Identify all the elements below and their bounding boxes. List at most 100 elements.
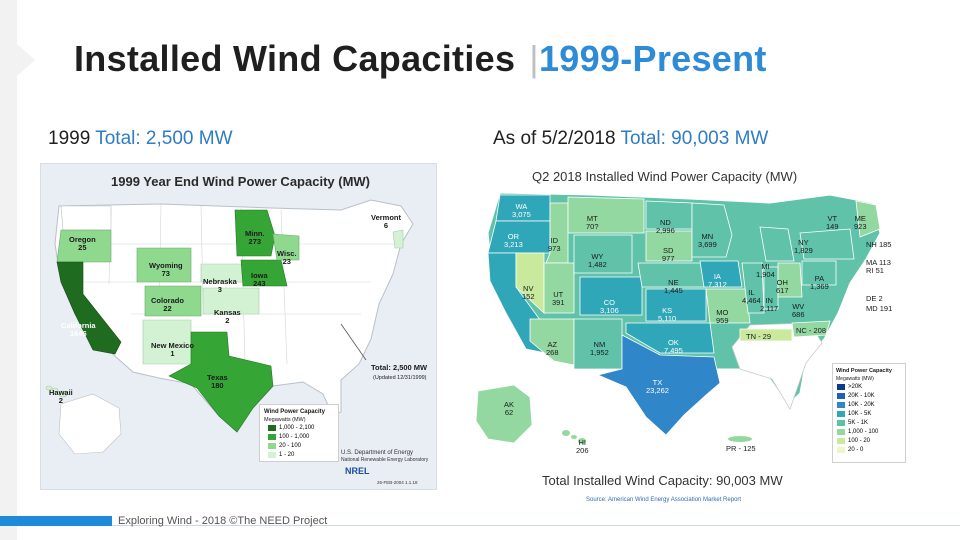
legend-2018-swatch-3 xyxy=(837,411,845,417)
state-wisconsin-1999 xyxy=(272,233,300,261)
label-ut: UT 391 xyxy=(552,290,565,307)
right-subtitle: As of 5/2/2018 Total: 90,003 MW xyxy=(493,128,768,150)
left-subtitle-total: Total: 2,500 MW xyxy=(95,128,233,149)
label-wa: WA 3,075 xyxy=(512,202,531,219)
label-nm: NM 1,952 xyxy=(590,340,609,357)
label-minnesota: Minn. 273 xyxy=(245,229,265,246)
state-texas-1999 xyxy=(168,331,274,433)
label-pr: PR - 125 xyxy=(726,444,756,453)
label-oh: OH 617 xyxy=(776,278,789,295)
legend-2018-swatch-4 xyxy=(837,420,845,426)
state-sd-2018 xyxy=(645,230,693,262)
map-2018: Q2 2018 Installed Wind Power Capacity (M… xyxy=(470,163,906,508)
legend-1999-swatch-1 xyxy=(268,434,276,440)
legend-2018-bin-4: 5K - 1K xyxy=(837,420,868,426)
label-newmexico: New Mexico 1 xyxy=(151,341,194,358)
label-hi: HI 206 xyxy=(576,438,589,455)
legend-1999: Wind Power Capacity Megawatts (MW) 1,000… xyxy=(259,404,339,462)
left-subtitle-prefix: 1999 xyxy=(48,128,91,149)
label-nh: NH 185 xyxy=(866,240,892,249)
label-in: IN 2,117 xyxy=(760,296,779,313)
state-mn-2018 xyxy=(691,202,733,258)
label-nv: NV 152 xyxy=(522,284,535,301)
label-vermont: Vermont 6 xyxy=(371,213,402,230)
state-colorado-1999 xyxy=(144,285,202,317)
label-id: ID 973 xyxy=(548,236,561,253)
nrel-logo: NREL xyxy=(345,466,370,476)
total-1999: Total: 2,500 MW xyxy=(371,363,428,372)
map-2018-graphic xyxy=(475,192,881,444)
total-2018: Total Installed Wind Capacity: 90,003 MW xyxy=(542,473,783,488)
label-sd: SD 977 xyxy=(662,246,675,263)
state-ut-2018 xyxy=(543,262,575,314)
state-iowa-1999 xyxy=(240,259,288,287)
legend-2018-swatch-6 xyxy=(837,438,845,444)
left-notch-arrow xyxy=(17,44,35,76)
map-1999-graphic xyxy=(45,199,414,455)
left-decorative-band xyxy=(0,0,17,540)
state-hawaii-1999 xyxy=(45,385,68,398)
state-minnesota-1999 xyxy=(234,209,276,257)
label-mi: MI 1,904 xyxy=(756,262,775,279)
legend-1999-swatch-0 xyxy=(268,425,276,431)
label-me: ME 923 xyxy=(854,214,867,231)
state-il-2018 xyxy=(741,262,765,314)
state-oregon-1999 xyxy=(56,229,112,263)
label-iowa: Iowa 243 xyxy=(251,271,268,288)
title-separator: | xyxy=(529,38,539,79)
state-ny-2018 xyxy=(799,228,855,260)
label-vt: VT 149 xyxy=(826,214,839,231)
title-main: Installed Wind Capacities xyxy=(74,38,516,79)
label-ca: CA 5,668 xyxy=(494,314,513,331)
total-arrow-1999 xyxy=(340,323,367,361)
label-pa: PA 1,369 xyxy=(810,274,829,291)
legend-2018-swatch-2 xyxy=(837,402,845,408)
label-wisconsin: Wisc. 23 xyxy=(277,249,297,266)
map-2018-title: Q2 2018 Installed Wind Power Capacity (M… xyxy=(532,169,798,184)
label-ks: KS 5,110 xyxy=(658,306,677,323)
credit-nrel: National Renewable Energy Laboratory xyxy=(341,457,429,463)
state-in-2018 xyxy=(763,266,779,310)
state-ak-2018 xyxy=(475,384,533,444)
label-ri: RI 51 xyxy=(866,266,884,275)
label-il: IL 4,464 xyxy=(742,288,761,305)
legend-2018-title: Wind Power Capacity xyxy=(836,368,892,374)
left-subtitle: 1999 Total: 2,500 MW xyxy=(48,128,233,150)
state-ia-2018 xyxy=(699,260,743,288)
label-oregon: Oregon 25 xyxy=(69,235,96,252)
state-hi-2018 xyxy=(562,430,586,444)
label-california: California 1646 xyxy=(61,321,96,338)
state-wy-2018 xyxy=(573,234,633,274)
source-2018: Source: American Wind Energy Association… xyxy=(586,497,742,503)
label-mo: MO 959 xyxy=(716,308,729,325)
label-hawaii: Hawaii 2 xyxy=(49,388,73,405)
state-california-1999 xyxy=(56,261,122,355)
legend-1999-bin-3: 1 - 20 xyxy=(268,452,294,458)
legend-1999-swatch-2 xyxy=(268,443,276,449)
slide-title: Installed Wind Capacities |1999-Present xyxy=(74,38,767,80)
state-wyoming-1999 xyxy=(136,247,192,283)
legend-1999-bin-1: 100 - 1,000 xyxy=(268,434,309,440)
label-nc: NC - 208 xyxy=(796,326,827,335)
label-nd: ND 2,996 xyxy=(656,218,675,235)
label-texas: Texas 180 xyxy=(207,373,228,390)
state-kansas-1999 xyxy=(202,287,260,315)
legend-2018-swatch-5 xyxy=(837,429,845,435)
label-md: MD 191 xyxy=(866,304,893,313)
label-ne: NE 1,445 xyxy=(664,278,683,295)
legend-1999-unit: Megawatts (MW) xyxy=(264,417,306,423)
label-tx: TX 23,262 xyxy=(646,378,669,395)
legend-2018-swatch-7 xyxy=(837,447,845,453)
credit-doe: U.S. Department of Energy xyxy=(341,450,414,456)
label-mt: MT 70? xyxy=(586,214,599,231)
legend-1999-title: Wind Power Capacity xyxy=(264,409,325,415)
label-tn: TN - 29 xyxy=(746,332,772,341)
state-mi-2018 xyxy=(759,226,795,262)
state-alaska-1999 xyxy=(58,393,122,455)
legend-1999-swatch-3 xyxy=(268,452,276,458)
map-1999-title: 1999 Year End Wind Power Capacity (MW) xyxy=(111,174,370,189)
legend-2018-unit: Megawatts (MW) xyxy=(836,376,874,382)
state-mt-2018 xyxy=(567,196,645,234)
label-or: OR 3,213 xyxy=(504,232,523,249)
legend-2018-bin-6: 100 - 20 xyxy=(837,438,870,444)
